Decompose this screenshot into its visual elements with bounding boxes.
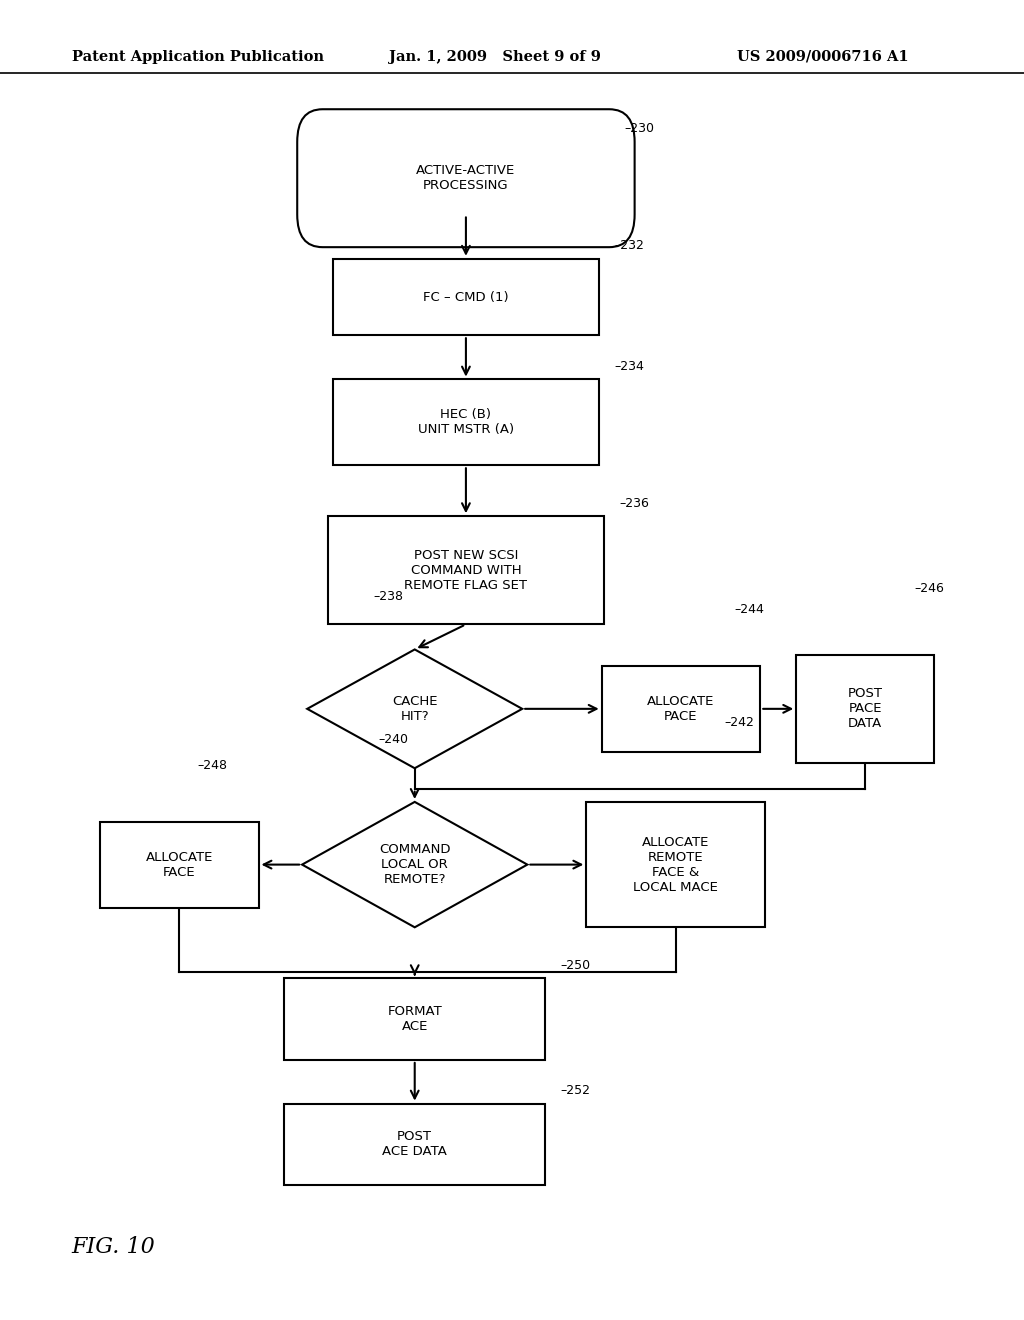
- Bar: [333, 259, 599, 335]
- Polygon shape: [302, 803, 527, 927]
- Bar: [333, 379, 599, 465]
- Text: Jan. 1, 2009   Sheet 9 of 9: Jan. 1, 2009 Sheet 9 of 9: [389, 50, 601, 63]
- Text: US 2009/0006716 A1: US 2009/0006716 A1: [737, 50, 909, 63]
- Polygon shape: [307, 649, 522, 768]
- Text: –230: –230: [625, 123, 654, 135]
- Bar: [586, 803, 766, 927]
- Text: ACTIVE-ACTIVE
PROCESSING: ACTIVE-ACTIVE PROCESSING: [417, 164, 515, 193]
- Text: ALLOCATE
FACE: ALLOCATE FACE: [145, 850, 213, 879]
- Text: POST
PACE
DATA: POST PACE DATA: [848, 688, 883, 730]
- Text: CACHE
HIT?: CACHE HIT?: [392, 694, 437, 723]
- Text: –234: –234: [614, 360, 644, 372]
- Bar: [285, 978, 545, 1060]
- Bar: [797, 655, 934, 763]
- Text: –232: –232: [614, 239, 644, 252]
- Text: ALLOCATE
PACE: ALLOCATE PACE: [647, 694, 715, 723]
- Text: –252: –252: [561, 1084, 591, 1097]
- Bar: [328, 516, 604, 624]
- Text: POST
ACE DATA: POST ACE DATA: [382, 1130, 447, 1159]
- Text: HEC (B)
UNIT MSTR (A): HEC (B) UNIT MSTR (A): [418, 408, 514, 437]
- Bar: [285, 1104, 545, 1185]
- Text: FORMAT
ACE: FORMAT ACE: [387, 1005, 442, 1034]
- Text: POST NEW SCSI
COMMAND WITH
REMOTE FLAG SET: POST NEW SCSI COMMAND WITH REMOTE FLAG S…: [404, 549, 527, 591]
- Bar: [99, 821, 258, 908]
- Text: –246: –246: [913, 582, 944, 595]
- Text: –240: –240: [379, 734, 409, 747]
- Text: COMMAND
LOCAL OR
REMOTE?: COMMAND LOCAL OR REMOTE?: [379, 843, 451, 886]
- Text: –242: –242: [725, 717, 755, 729]
- Text: –248: –248: [197, 759, 227, 771]
- Text: –236: –236: [620, 496, 649, 510]
- Text: FIG. 10: FIG. 10: [72, 1237, 156, 1258]
- Text: –238: –238: [374, 590, 403, 603]
- Text: ALLOCATE
REMOTE
FACE &
LOCAL MACE: ALLOCATE REMOTE FACE & LOCAL MACE: [634, 836, 718, 894]
- Text: –250: –250: [561, 958, 591, 972]
- Bar: [602, 667, 760, 752]
- Text: FC – CMD (1): FC – CMD (1): [423, 290, 509, 304]
- FancyBboxPatch shape: [297, 110, 635, 247]
- Text: –244: –244: [735, 603, 765, 615]
- Text: Patent Application Publication: Patent Application Publication: [72, 50, 324, 63]
